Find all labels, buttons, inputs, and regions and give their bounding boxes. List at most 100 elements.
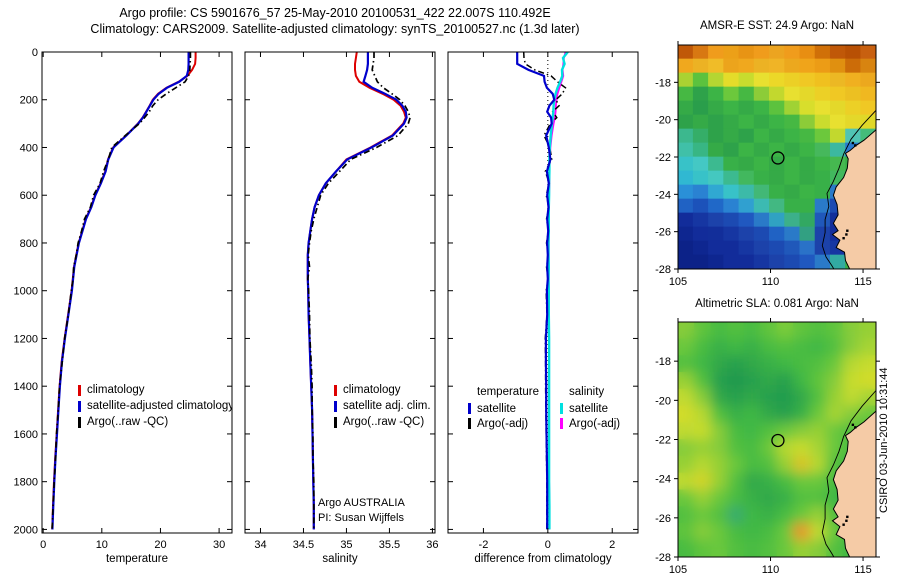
difference-legend-salinity: salinity satellite Argo(-adj) — [560, 386, 620, 431]
lat-tick-label: -22 — [655, 435, 671, 447]
legend-label: Argo(-adj) — [569, 417, 621, 430]
lon-tick-label: 110 — [762, 276, 780, 288]
x-tick-label: 35 — [340, 539, 352, 551]
islet-speck — [845, 233, 848, 236]
temperature-profile-series-climatology — [51, 52, 197, 530]
legend-item-temp-satellite: satellite — [468, 401, 539, 416]
sst-map-land-australia — [831, 129, 876, 269]
temperature-axis-label: temperature — [105, 553, 168, 565]
lat-tick-label: -26 — [655, 227, 671, 239]
sla-map-title: Altimetric SLA: 0.081 Argo: NaN — [695, 298, 859, 310]
x-tick-label: 35.5 — [379, 539, 400, 551]
salinity-legend: climatology satellite adj. clim. Argo(..… — [334, 382, 431, 430]
lon-tick-label: 105 — [669, 276, 687, 288]
salinity-profile-panel: 34 34.5 35 35.5 36 — [244, 51, 439, 551]
salinity-profile-axes-frame — [244, 51, 436, 534]
x-tick-label: 36 — [426, 539, 438, 551]
difference-axis-label: difference from climatology — [474, 553, 612, 565]
lat-tick-label: -28 — [655, 264, 671, 276]
x-tick-label: 34.5 — [293, 539, 314, 551]
climatology-line-swatch — [78, 384, 81, 396]
legend-label: satellite — [477, 402, 516, 415]
salinity-profile-series-argo-raw-qc- — [306, 52, 411, 530]
difference-profile-panel: -2 0 2 — [447, 51, 639, 551]
lon-tick-label: 110 — [762, 564, 780, 576]
argo-program-annotation: Argo AUSTRALIA PI: Susan Wijffels — [318, 496, 405, 526]
annotation-line2: PI: Susan Wijffels — [318, 512, 404, 524]
depth-tick-label: 600 — [20, 190, 38, 202]
legend-label: satellite-adjusted climatology — [87, 400, 232, 412]
islet-speck — [845, 519, 848, 522]
sla-map-bathymetry-contour — [821, 390, 876, 557]
temperature-profile-axes-frame — [41, 51, 233, 534]
islet-speck — [842, 523, 845, 526]
salinity-profile-series-climatology — [306, 52, 407, 530]
islet-speck — [854, 426, 857, 429]
legend-item-satellite-adjusted: satellite-adjusted climatology — [78, 398, 232, 414]
sla-map-land-australia — [831, 410, 876, 557]
sst-map-argo-position-marker — [771, 151, 785, 165]
depth-tick-label: 1200 — [14, 333, 38, 345]
lat-tick-label: -26 — [655, 513, 671, 525]
legend-item-satellite-adj-clim: satellite adj. clim. — [334, 398, 431, 414]
argo-raw-line-swatch — [78, 416, 81, 428]
sla-map-smoothed-field — [678, 322, 876, 557]
lon-tick-label: 115 — [854, 276, 872, 288]
legend-item-sal-satellite: satellite — [560, 401, 620, 416]
legend-label: Argo(..raw -QC) — [87, 416, 169, 428]
temperature-profile-series-argo-raw-qc- — [51, 52, 192, 530]
sst-map: 105 110 115 -18 -20 -22 -24 -26 -28 — [655, 41, 880, 288]
depth-tick-label: 1800 — [14, 477, 38, 489]
figure-title-line1: Argo profile: CS 5901676_57 25-May-2010 … — [119, 6, 551, 20]
islet-speck — [846, 515, 849, 519]
legend-label: Argo(-adj) — [477, 417, 529, 430]
lat-tick-label: -18 — [655, 356, 671, 368]
lon-tick-label: 105 — [669, 564, 687, 576]
islet-speck — [851, 141, 855, 145]
lat-tick-label: -20 — [655, 395, 671, 407]
salinity-axis-label: salinity — [322, 553, 358, 565]
depth-tick-label: 1400 — [14, 381, 38, 393]
legend-group-title: temperature — [477, 386, 540, 398]
x-tick-label: 30 — [213, 539, 225, 551]
legend-label: satellite — [569, 402, 608, 415]
x-tick-label: 0 — [545, 539, 551, 551]
legend-label: satellite adj. clim. — [343, 400, 431, 412]
temp-satellite-line-swatch — [468, 403, 471, 414]
difference-profile-series-salinity-satellite — [547, 52, 569, 530]
salinity-profile-series-satellite-adj-clim- — [306, 52, 408, 530]
annotation-line1: Argo AUSTRALIA — [318, 497, 405, 509]
temp-argo-line-swatch — [468, 418, 471, 429]
depth-tick-label: 800 — [20, 238, 38, 250]
islet-speck — [842, 237, 845, 240]
satellite-adj-clim-line-swatch — [334, 400, 337, 412]
depth-tick-label: 1600 — [14, 429, 38, 441]
sal-satellite-line-swatch — [560, 403, 563, 414]
difference-profile-series-temperature-argo-adj- — [522, 52, 567, 530]
lat-tick-label: -24 — [655, 189, 671, 201]
argo-raw-line-swatch — [334, 416, 337, 428]
figure-title-line2: Climatology: CARS2009. Satellite-adjuste… — [90, 22, 580, 36]
depth-tick-label: 200 — [20, 95, 38, 107]
x-tick-label: 2 — [609, 539, 615, 551]
difference-profile-axes-frame — [447, 51, 639, 534]
sla-map: 105 110 115 -18 -20 -22 -24 -26 -28 — [655, 318, 880, 576]
legend-label: climatology — [343, 384, 401, 396]
satellite-adjusted-line-swatch — [78, 400, 81, 412]
legend-label: climatology — [87, 384, 145, 396]
lat-tick-label: -28 — [655, 552, 671, 564]
depth-tick-label: 0 — [32, 47, 38, 59]
sst-map-title: AMSR-E SST: 24.9 Argo: NaN — [699, 20, 855, 32]
temperature-profile-panel: 0 10 20 30 0 200 400 600 800 1000 1200 1400 1600 1800… — [14, 47, 233, 551]
x-tick-label: 0 — [40, 539, 46, 551]
sla-map-argo-position-marker — [771, 433, 785, 448]
difference-profile-series-temperature-satellite — [516, 52, 556, 530]
legend-group-title: salinity — [569, 386, 605, 398]
lat-tick-label: -24 — [655, 474, 671, 486]
legend-item-climatology: climatology — [334, 382, 431, 398]
lat-tick-label: -18 — [655, 77, 671, 89]
legend-item-argo-raw: Argo(..raw -QC) — [334, 414, 431, 430]
lat-tick-label: -20 — [655, 115, 671, 127]
depth-tick-label: 400 — [20, 142, 38, 154]
